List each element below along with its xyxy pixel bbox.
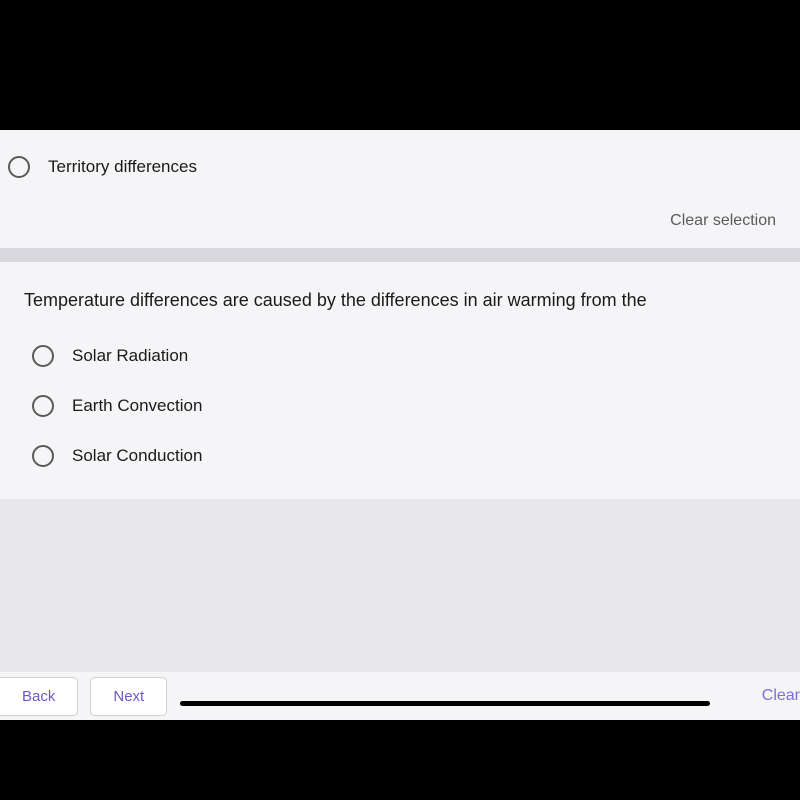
radio-circle-icon — [32, 395, 54, 417]
radio-label: Solar Conduction — [72, 446, 202, 466]
scroll-indicator — [180, 701, 710, 706]
radio-label: Solar Radiation — [72, 346, 188, 366]
radio-circle-icon — [32, 445, 54, 467]
options-container: Solar Radiation Earth Convection Solar C… — [24, 331, 776, 481]
back-button[interactable]: Back — [0, 677, 78, 716]
clear-button[interactable]: Clear — [762, 687, 800, 705]
next-button[interactable]: Next — [90, 677, 167, 716]
navigation-bar: Back Next Clear — [0, 672, 800, 720]
current-question-card: Temperature differences are caused by th… — [0, 262, 800, 499]
radio-circle-icon — [8, 156, 30, 178]
radio-circle-icon — [32, 345, 54, 367]
question-prompt: Temperature differences are caused by th… — [24, 280, 776, 331]
question-divider — [0, 248, 800, 262]
radio-option-earth-convection[interactable]: Earth Convection — [32, 381, 776, 431]
clear-selection-row: Clear selection — [8, 192, 776, 230]
form-screen: Territory differences Clear selection Te… — [0, 130, 800, 720]
radio-option-territory-differences[interactable]: Territory differences — [8, 142, 776, 192]
radio-label: Earth Convection — [72, 396, 202, 416]
radio-option-solar-conduction[interactable]: Solar Conduction — [32, 431, 776, 481]
previous-question-card: Territory differences Clear selection — [0, 130, 800, 248]
radio-option-solar-radiation[interactable]: Solar Radiation — [32, 331, 776, 381]
clear-selection-button[interactable]: Clear selection — [670, 212, 776, 229]
radio-label: Territory differences — [48, 157, 197, 177]
